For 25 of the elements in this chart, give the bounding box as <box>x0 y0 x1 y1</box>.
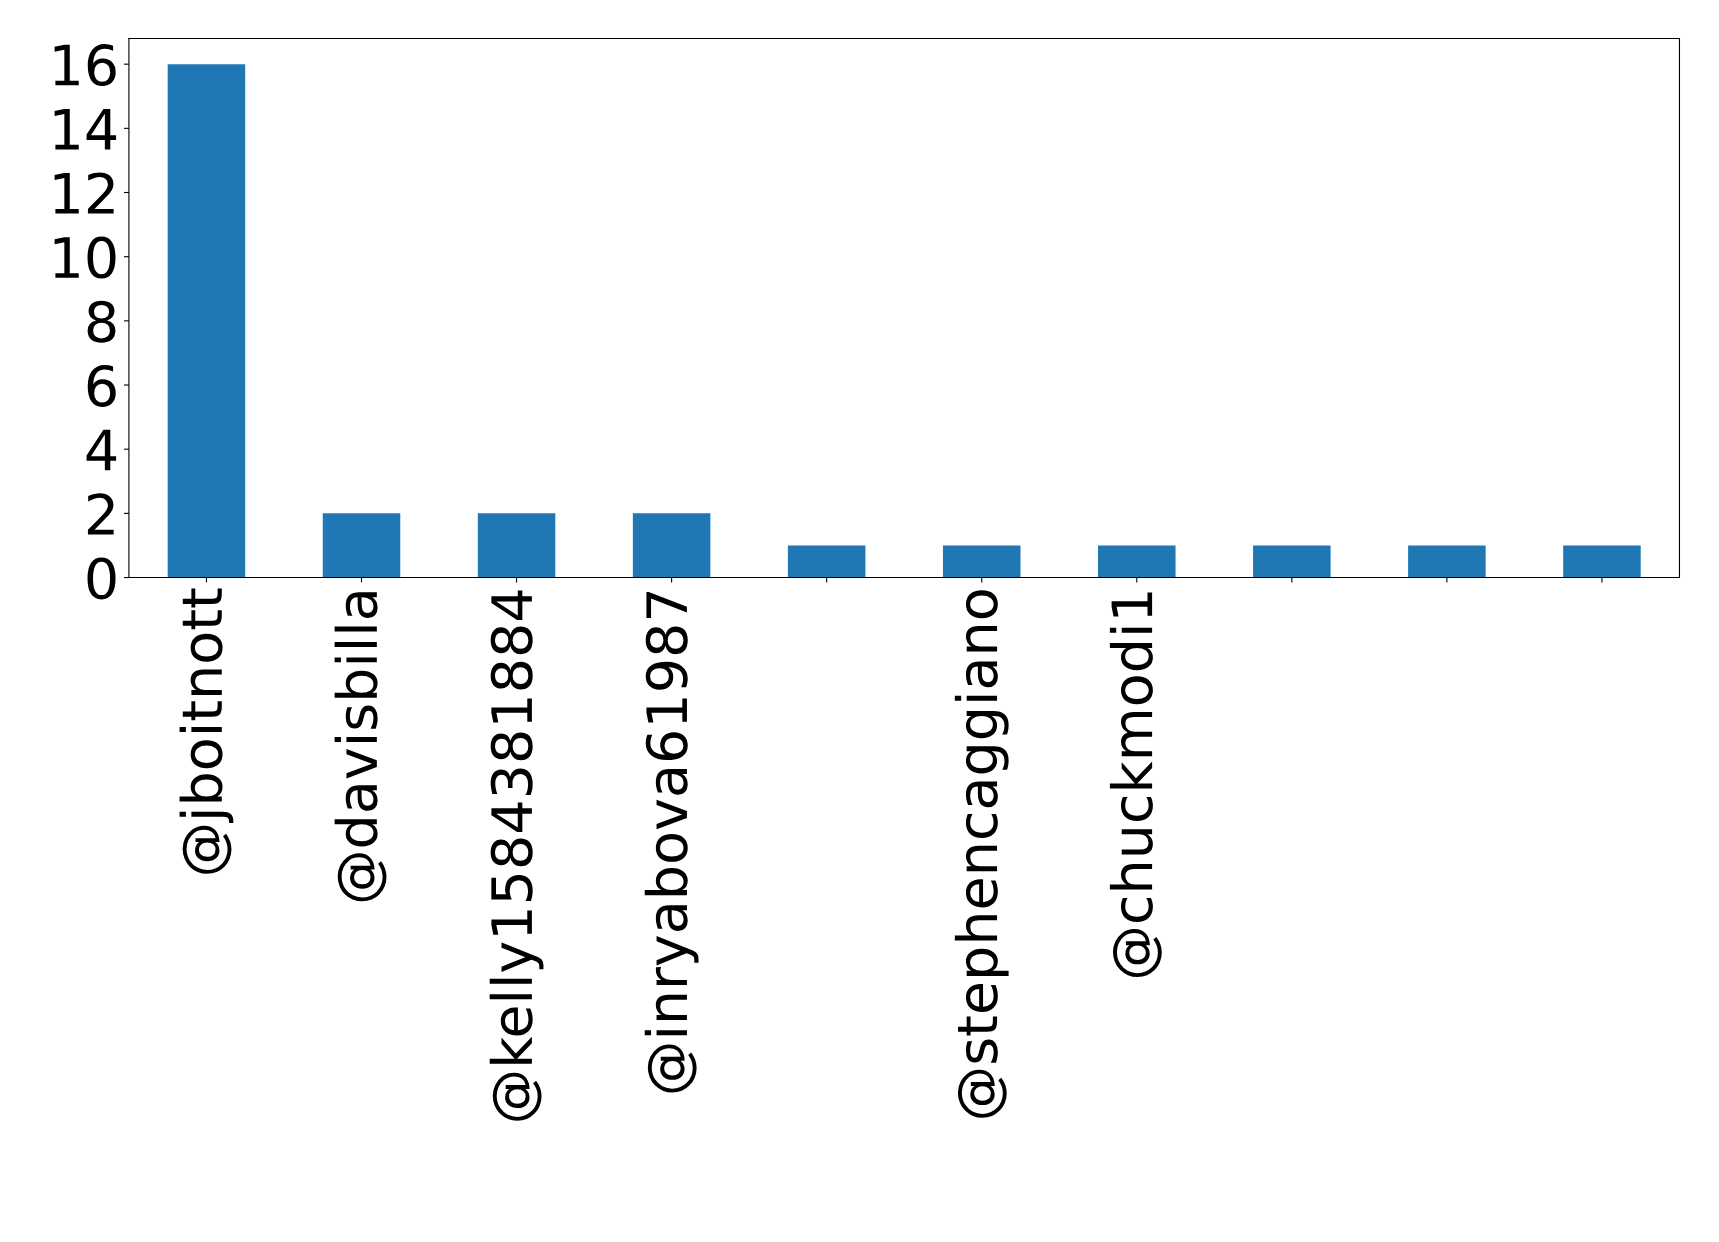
bar <box>1563 545 1641 578</box>
y-tick-label: 16 <box>54 44 116 87</box>
bar <box>1408 545 1486 578</box>
bar <box>632 513 711 578</box>
y-tick-label: 6 <box>87 364 116 407</box>
y-tick-label: 10 <box>54 236 116 279</box>
y-tick-label: 8 <box>87 300 116 343</box>
bar <box>477 513 556 578</box>
x-tick-label: @chuckmodi1 <box>1109 592 1162 977</box>
y-tick-label: 4 <box>86 429 117 471</box>
x-tick-label: @davisbilla <box>334 592 387 902</box>
x-tick-label: @inryabova61987 <box>644 592 699 1093</box>
x-tick-label: @kelly1584381884 <box>489 590 544 1121</box>
bar <box>322 513 401 578</box>
bar <box>787 545 866 578</box>
bar <box>1253 545 1331 578</box>
y-tick-label: 2 <box>87 493 114 535</box>
y-tick-label: 12 <box>54 172 114 214</box>
y-tick-label: 0 <box>87 557 116 600</box>
bar <box>942 545 1021 578</box>
bar <box>167 64 246 578</box>
x-tick-label: @jboitnott <box>179 588 234 874</box>
bar <box>1098 545 1176 578</box>
y-tick-label: 14 <box>54 108 117 150</box>
x-tick-label: @stephencaggiano <box>954 590 1009 1118</box>
